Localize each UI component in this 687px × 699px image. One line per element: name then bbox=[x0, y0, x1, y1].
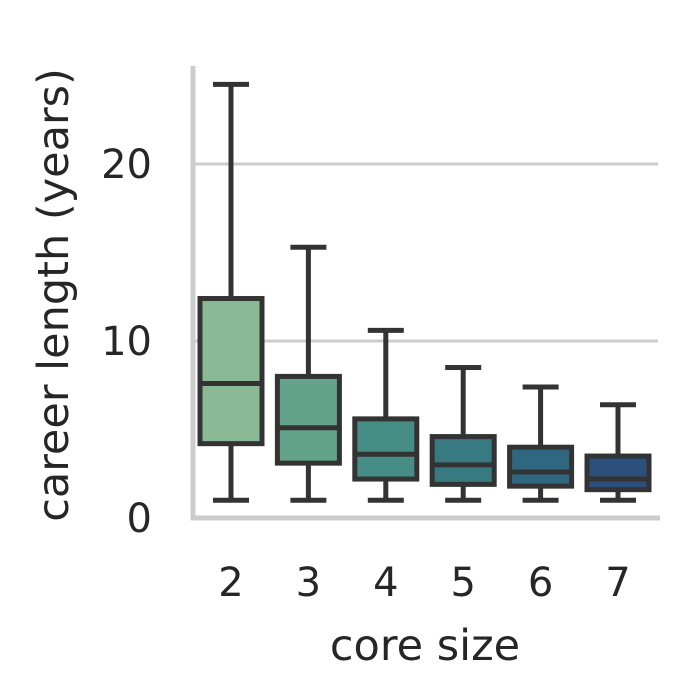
box-group bbox=[352, 327, 420, 503]
box bbox=[352, 416, 420, 482]
box-group bbox=[429, 365, 497, 503]
box bbox=[584, 453, 652, 493]
x-tick-label: 6 bbox=[528, 560, 553, 606]
box bbox=[197, 296, 265, 447]
y-tick-label: 0 bbox=[127, 496, 152, 542]
axes bbox=[190, 66, 660, 521]
x-tick-label: 3 bbox=[296, 560, 321, 606]
y-axis-label: career length (years) bbox=[29, 68, 79, 522]
boxes bbox=[197, 81, 652, 503]
box-group bbox=[274, 244, 342, 503]
box-group bbox=[507, 384, 575, 503]
y-tick-label: 10 bbox=[101, 319, 152, 365]
box bbox=[429, 434, 497, 487]
x-tick-labels: 2 3 4 5 6 7 bbox=[218, 560, 630, 606]
y-tick-labels: 0 10 20 bbox=[101, 142, 152, 542]
box bbox=[274, 373, 342, 466]
x-tick-label: 7 bbox=[605, 560, 630, 606]
x-tick-label: 5 bbox=[450, 560, 475, 606]
box-group bbox=[197, 81, 265, 503]
y-tick-label: 20 bbox=[101, 142, 152, 188]
x-axis-label: core size bbox=[330, 621, 520, 671]
x-tick-label: 2 bbox=[218, 560, 243, 606]
box-group bbox=[584, 402, 652, 503]
box bbox=[507, 444, 575, 489]
gridlines bbox=[195, 162, 658, 343]
x-tick-label: 4 bbox=[373, 560, 398, 606]
